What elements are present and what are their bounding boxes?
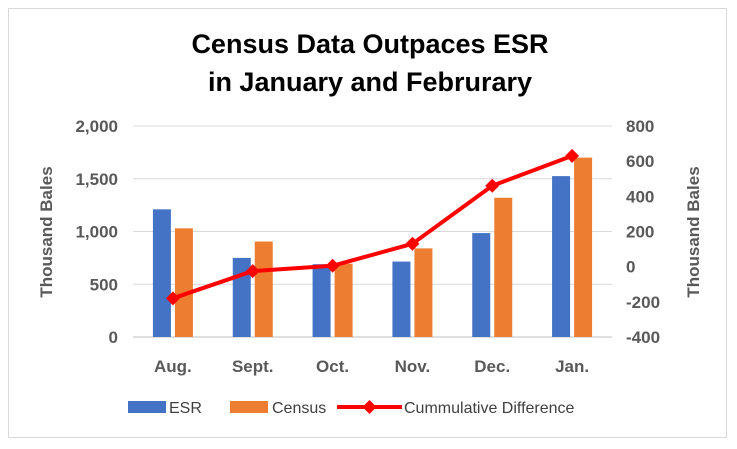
y-right-tick-label: 200 — [626, 223, 654, 242]
y-axis-right: 800 600 400 200 0 -200 -400 — [626, 117, 660, 347]
gridlines — [133, 125, 612, 338]
x-axis: Aug. Sept. Oct. Nov. Dec. Jan. — [154, 357, 589, 376]
bar-census — [254, 241, 273, 337]
y-left-tick-label: 1,000 — [75, 223, 118, 242]
y-left-tick-label: 500 — [90, 275, 118, 294]
difference-line — [165, 148, 580, 306]
legend-label-difference: Cummulative Difference — [404, 400, 575, 417]
difference-line-path — [172, 154, 573, 301]
bars — [152, 157, 593, 337]
difference-point — [245, 264, 260, 279]
difference-point — [165, 291, 180, 306]
y-axis-left: 2,000 1,500 1,000 500 0 — [75, 117, 118, 347]
difference-point — [565, 148, 580, 163]
legend-label-esr: ESR — [169, 400, 202, 417]
legend: ESR Census Cummulative Difference — [128, 400, 575, 417]
y-right-tick-label: 0 — [626, 258, 635, 277]
bar-esr — [312, 264, 331, 337]
chart-title-line-1: Census Data Outpaces ESR — [191, 29, 548, 59]
difference-point — [485, 178, 500, 193]
chart-frame — [8, 8, 727, 438]
bar-esr — [152, 209, 171, 337]
y-right-tick-label: 600 — [626, 152, 654, 171]
x-tick-label: Sept. — [232, 357, 274, 376]
y-left-tick-label: 0 — [109, 328, 118, 347]
bar-census — [334, 263, 353, 337]
bar-census — [574, 157, 593, 337]
y-right-tick-label: -200 — [626, 293, 660, 312]
bar-esr — [472, 233, 491, 337]
x-tick-label: Oct. — [316, 357, 349, 376]
y-right-tick-label: 800 — [626, 117, 654, 136]
legend-marker-difference — [362, 400, 377, 414]
y-right-tick-label: -400 — [626, 328, 660, 347]
difference-point — [405, 236, 420, 251]
bar-census — [174, 228, 193, 337]
x-tick-label: Nov. — [395, 357, 431, 376]
bar-esr — [392, 261, 411, 337]
bar-census — [414, 248, 433, 337]
difference-point — [325, 258, 340, 273]
y-axis-left-title: Thousand Bales — [37, 166, 56, 297]
y-left-tick-label: 1,500 — [75, 170, 118, 189]
bar-esr — [552, 176, 571, 337]
y-left-tick-label: 2,000 — [75, 117, 118, 136]
y-axis-right-title: Thousand Bales — [684, 166, 703, 297]
x-tick-label: Dec. — [474, 357, 510, 376]
legend-swatch-census — [230, 401, 268, 413]
y-right-tick-label: 400 — [626, 187, 654, 206]
x-tick-label: Jan. — [555, 357, 589, 376]
legend-swatch-esr — [128, 401, 166, 413]
legend-label-census: Census — [272, 400, 326, 417]
chart-title-line-2: in January and Februrary — [208, 67, 532, 97]
bar-census — [494, 197, 513, 337]
x-tick-label: Aug. — [154, 357, 192, 376]
